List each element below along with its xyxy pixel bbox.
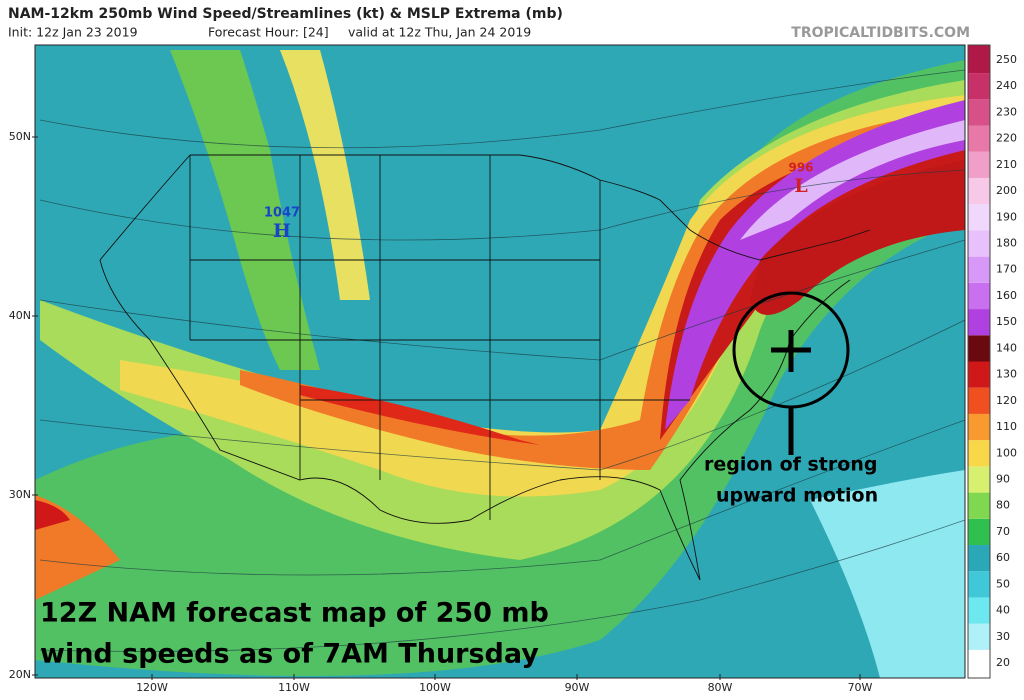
- lat-label: 30N: [9, 488, 31, 501]
- init: Init: 12z Jan 23 2019: [8, 25, 138, 40]
- colorbar-box: [968, 413, 990, 441]
- high-symbol: H: [273, 220, 291, 242]
- lon-label: 110W: [278, 681, 310, 694]
- colorbar-label: 60: [996, 551, 1010, 564]
- lon-label: 120W: [136, 681, 168, 694]
- colorbar-box: [968, 623, 990, 650]
- lat-label: 20N: [9, 668, 31, 681]
- colorbar-label: 220: [996, 132, 1017, 145]
- map-frame: [34, 44, 966, 679]
- colorbar-box: [968, 597, 990, 624]
- colorbar-box: [968, 361, 990, 388]
- colorbar-box: [968, 45, 990, 74]
- colorbar-box: [968, 492, 990, 519]
- colorbar-box: [968, 99, 990, 126]
- colorbar-box: [968, 204, 990, 231]
- colorbar-box: [968, 230, 990, 257]
- colorbar-label: 110: [996, 420, 1017, 433]
- colorbar-box: [968, 125, 990, 152]
- colorbar-label: 200: [996, 184, 1017, 197]
- colorbar-label: 150: [996, 315, 1017, 328]
- colorbar-label: 30: [996, 630, 1010, 643]
- valid-time: valid at 12z Thu, Jan 24 2019: [348, 25, 531, 40]
- forecast-hour: Forecast Hour: [24]: [208, 25, 329, 40]
- colorbar-label: 20: [996, 656, 1010, 669]
- colorbar-label: 50: [996, 577, 1010, 590]
- colorbar-label: 250: [996, 53, 1017, 66]
- colorbar-frame: [967, 44, 991, 679]
- colorbar-label: 40: [996, 604, 1010, 617]
- colorbar-box: [968, 335, 990, 362]
- colorbar-label: 160: [996, 289, 1017, 302]
- map: [35, 45, 965, 678]
- high-pressure: 1047: [264, 206, 300, 221]
- colorbar-box: [968, 177, 990, 205]
- colorbar-label: 80: [996, 499, 1010, 512]
- colorbar-label: 230: [996, 105, 1017, 118]
- colorbar-label: 120: [996, 394, 1017, 407]
- source: TROPICALTIDBITS.COM: [791, 25, 970, 41]
- colorbar-box: [968, 309, 990, 336]
- lat-label: 50N: [9, 130, 31, 143]
- colorbar-box: [968, 282, 990, 310]
- colorbar-box: [968, 571, 990, 598]
- colorbar-label: 90: [996, 472, 1010, 485]
- upward-motion-marker: [771, 330, 811, 455]
- colorbar-label: 100: [996, 446, 1017, 459]
- colorbar-label: 210: [996, 158, 1017, 171]
- colorbar-box: [968, 466, 990, 493]
- colorbar-label: 140: [996, 341, 1017, 354]
- colorbar-label: 70: [996, 525, 1010, 538]
- colorbar-box: [968, 387, 990, 414]
- lon-label: 80W: [708, 681, 733, 694]
- colorbar-label: 170: [996, 263, 1017, 276]
- lon-label: 90W: [565, 681, 590, 694]
- lon-label: 100W: [419, 681, 451, 694]
- colorbar-box: [968, 73, 990, 100]
- colorbar-box: [968, 545, 990, 572]
- colorbar-label: 130: [996, 368, 1017, 381]
- colorbar-label: 240: [996, 79, 1017, 92]
- annotation: upward motion: [716, 485, 878, 507]
- colorbar-label: 190: [996, 210, 1017, 223]
- title: NAM-12km 250mb Wind Speed/Streamlines (k…: [8, 6, 563, 22]
- caption: wind speeds as of 7AM Thursday: [40, 639, 539, 670]
- colorbar-box: [968, 440, 990, 467]
- colorbar-box: [968, 649, 990, 678]
- colorbar-label: 180: [996, 237, 1017, 250]
- colorbar-box: [968, 151, 990, 178]
- colorbar-box: [968, 256, 990, 283]
- colorbar-box: [968, 518, 990, 546]
- caption: 12Z NAM forecast map of 250 mb: [40, 598, 549, 629]
- lon-label: 70W: [848, 681, 873, 694]
- annotation: region of strong: [704, 454, 877, 476]
- lat-label: 40N: [9, 309, 31, 322]
- low-symbol: L: [794, 175, 807, 197]
- low-pressure: 996: [788, 161, 813, 175]
